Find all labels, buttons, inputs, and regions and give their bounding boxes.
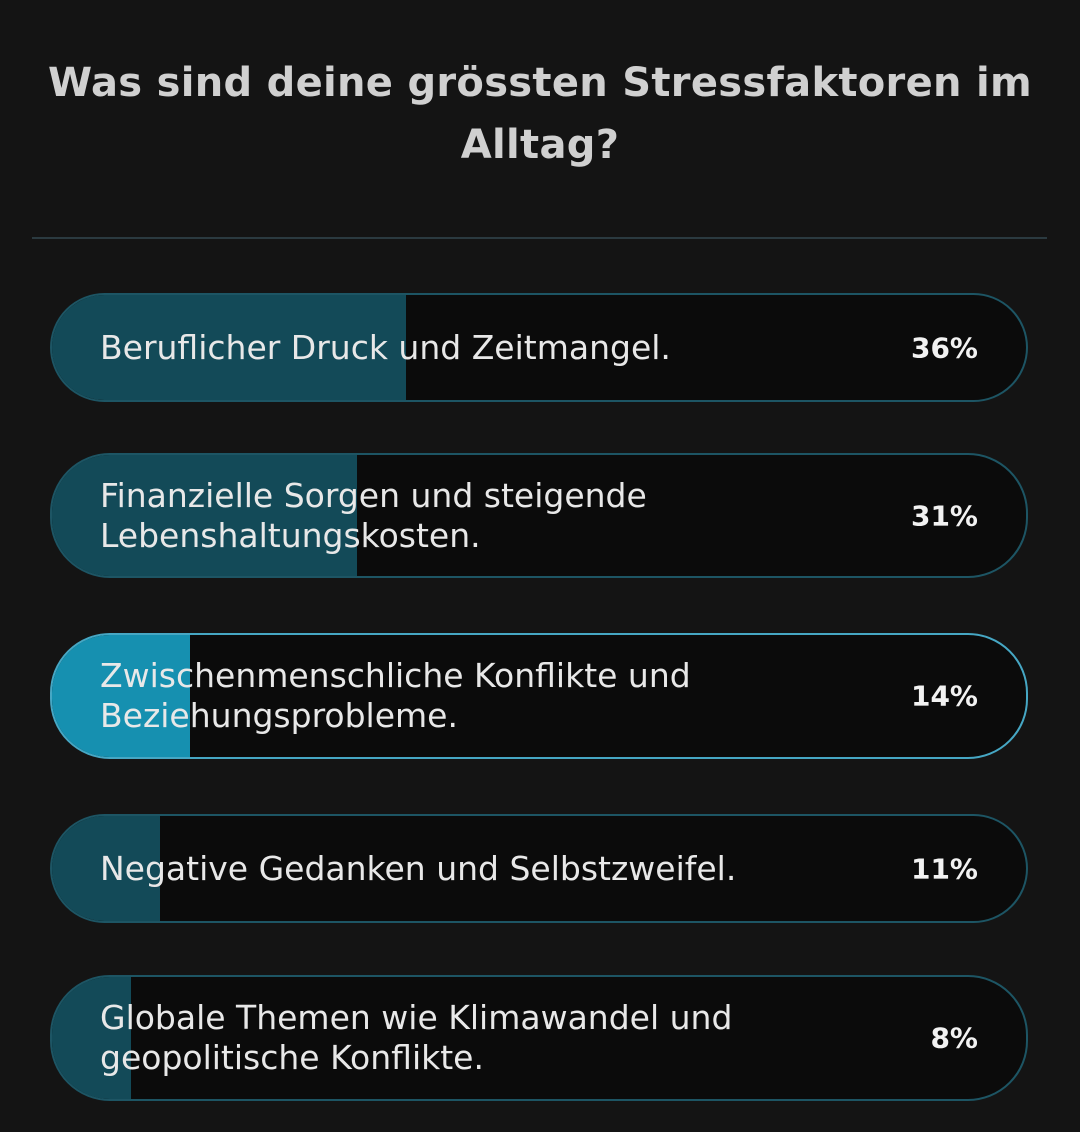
option-percent: 31% <box>910 499 978 532</box>
option-label: Zwischenmenschliche Konflikte und Bezieh… <box>100 656 691 735</box>
result-bar-fill <box>52 295 406 400</box>
option-percent: 11% <box>910 852 978 885</box>
poll-option[interactable]: Beruflicher Druck und Zeitmangel. 36% <box>50 293 1028 402</box>
option-label: Globale Themen wie Klimawandel und geopo… <box>100 998 733 1077</box>
poll-option[interactable]: Globale Themen wie Klimawandel und geopo… <box>50 975 1028 1101</box>
poll-question: Was sind deine grössten Stressfaktoren i… <box>47 60 1033 168</box>
option-label: Beruflicher Druck und Zeitmangel. <box>100 327 671 367</box>
result-bar-fill <box>52 455 357 576</box>
option-label: Negative Gedanken und Selbstzweifel. <box>100 848 737 888</box>
divider <box>32 237 1047 239</box>
result-bar-fill <box>52 635 190 757</box>
poll-option[interactable]: Finanzielle Sorgen und steigende Lebensh… <box>50 453 1028 578</box>
poll-options: Beruflicher Druck und Zeitmangel. 36% Fi… <box>50 293 1028 1101</box>
option-percent: 8% <box>930 1021 978 1055</box>
poll-option[interactable]: Zwischenmenschliche Konflikte und Bezieh… <box>50 633 1028 759</box>
option-label: Finanzielle Sorgen und steigende Lebensh… <box>100 475 647 555</box>
result-bar-fill <box>52 977 131 1099</box>
result-bar-fill <box>52 816 160 921</box>
option-percent: 14% <box>910 679 978 713</box>
option-percent: 36% <box>910 331 978 364</box>
poll-option[interactable]: Negative Gedanken und Selbstzweifel. 11% <box>50 814 1028 923</box>
